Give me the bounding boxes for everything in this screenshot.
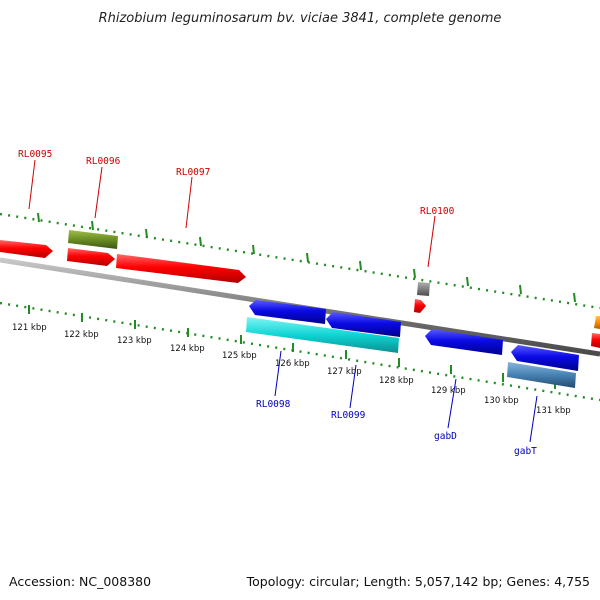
cds-gabt[interactable] [511,345,579,371]
cds-gabd[interactable] [425,329,503,355]
cds-rl0099[interactable] [326,312,401,337]
gene-label-rl0096[interactable]: RL0096 [86,156,121,167]
leader-line [28,159,36,210]
gene-label-rl0095[interactable]: RL0095 [18,149,52,160]
leader-line [427,215,436,268]
forward-gene-labels: RL0095 RL0096 RL0097 RL0100 [18,149,455,268]
forward-tick-row [0,212,600,310]
cds-rl0097[interactable] [116,254,246,283]
gene-label-rl0099[interactable]: RL0099 [331,410,366,421]
gene-label-rl0097[interactable]: RL0097 [176,167,210,178]
gene-label-rl0100[interactable]: RL0100 [420,206,455,217]
cds-edge-red[interactable] [591,333,600,348]
kbp-label: 122 kbp [64,330,99,340]
map-title: Rhizobium leguminosarum bv. viciae 3841,… [99,11,502,26]
kbp-label: 128 kbp [379,376,414,386]
gene-label-rl0098[interactable]: RL0098 [256,399,291,410]
cyan-feature[interactable] [246,317,399,353]
kbp-label: 126 kbp [275,359,310,369]
kbp-label: 121 kbp [12,323,47,333]
kbp-label: 125 kbp [222,351,257,361]
olive-feature[interactable] [68,230,118,249]
gene-label-gabt[interactable]: gabT [514,446,537,457]
kbp-labels: 121 kbp 122 kbp 123 kbp 124 kbp 125 kbp … [12,323,571,416]
cds-rl0095[interactable] [0,240,53,258]
kbp-label: 131 kbp [536,406,571,416]
gene-label-gabd[interactable]: gabD [434,431,457,442]
leader-line [447,378,457,429]
accession-text: Accession: NC_008380 [9,574,151,589]
leader-line [94,166,103,219]
cds-rl0096[interactable] [67,248,115,266]
cds-rl0098[interactable] [249,300,326,324]
grey-feature[interactable] [417,282,430,296]
steel-feature[interactable] [507,362,576,388]
leader-line [349,364,357,409]
orange-feature[interactable] [594,316,600,329]
kbp-label: 130 kbp [484,396,519,406]
reverse-gene-labels: RL0098 RL0099 gabD gabT [256,350,538,457]
reverse-features [246,300,579,388]
kbp-label: 129 kbp [431,386,466,396]
leader-line [529,395,538,443]
kbp-label: 123 kbp [117,336,152,346]
kbp-label: 127 kbp [327,367,362,377]
topology-text: Topology: circular; Length: 5,057,142 bp… [246,574,590,589]
cds-rl0100[interactable] [414,299,426,313]
leader-line [274,350,282,397]
forward-features [0,230,600,348]
kbp-label: 124 kbp [170,344,205,354]
leader-line [185,176,193,229]
